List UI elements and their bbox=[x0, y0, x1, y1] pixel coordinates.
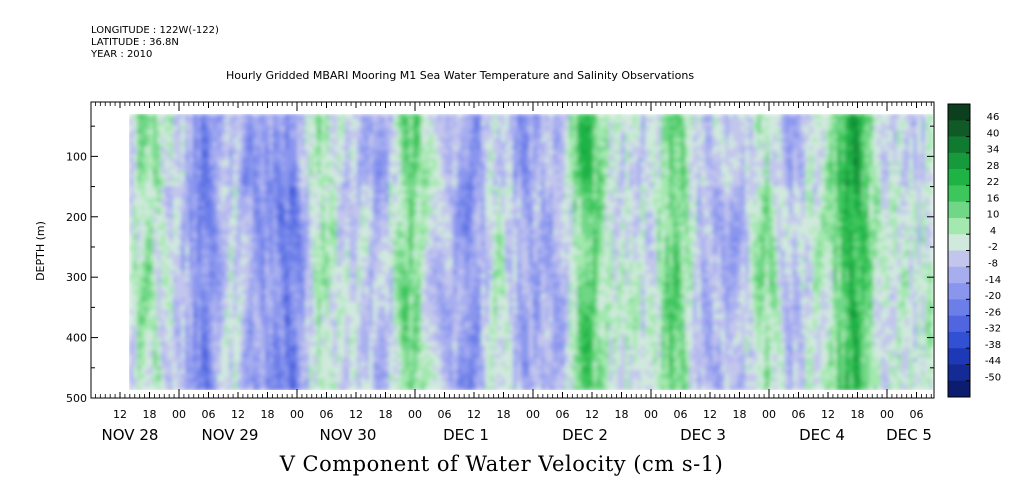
x-hour-label: 12 bbox=[231, 408, 245, 421]
x-hour-label: 06 bbox=[320, 408, 334, 421]
y-axis: 100 200 300 400 500 bbox=[66, 125, 934, 405]
colorbar-label: -44 bbox=[985, 356, 1001, 367]
x-hour-label: 06 bbox=[910, 408, 924, 421]
colorbar-swatch bbox=[948, 266, 970, 284]
colorbar-swatch bbox=[948, 104, 970, 121]
colorbar-swatch bbox=[948, 152, 970, 170]
y-tick-label: 400 bbox=[66, 332, 87, 345]
x-hour-label: 00 bbox=[762, 408, 776, 421]
colorbar-label: -38 bbox=[985, 340, 1001, 351]
colorbar-swatch bbox=[948, 364, 970, 382]
x-hour-label: 18 bbox=[733, 408, 747, 421]
x-hour-label: 00 bbox=[526, 408, 540, 421]
x-hour-label: 18 bbox=[143, 408, 157, 421]
colorbar-swatch bbox=[948, 348, 970, 365]
x-date-label: NOV 30 bbox=[320, 426, 377, 444]
x-date-label: DEC 4 bbox=[799, 426, 845, 444]
colorbar-swatch bbox=[948, 315, 970, 333]
x-date-label: DEC 3 bbox=[680, 426, 726, 444]
x-hour-label: 06 bbox=[674, 408, 688, 421]
y-tick-label: 200 bbox=[66, 211, 87, 224]
x-hour-label: 00 bbox=[290, 408, 304, 421]
longitude-label: LONGITUDE : 122W(-122) bbox=[91, 25, 219, 36]
x-axis-title-text: V Component of Water Velocity (cm s-1) bbox=[279, 452, 724, 476]
x-hour-label: 12 bbox=[349, 408, 363, 421]
x-hour-label: 00 bbox=[880, 408, 894, 421]
colorbar-swatch bbox=[948, 380, 970, 398]
x-axis-title: V Component of Water Velocity (cm s-1) bbox=[0, 452, 1009, 476]
x-date-label: NOV 28 bbox=[102, 426, 159, 444]
colorbar-label: 40 bbox=[987, 128, 1000, 139]
colorbar-label: 16 bbox=[987, 193, 1000, 204]
y-axis-label: DEPTH (m) bbox=[34, 221, 47, 281]
x-hour-label: 06 bbox=[202, 408, 216, 421]
x-hour-label: 00 bbox=[408, 408, 422, 421]
x-date-label: DEC 2 bbox=[562, 426, 608, 444]
colorbar-swatch bbox=[948, 201, 970, 219]
y-tick-label: 500 bbox=[66, 392, 87, 405]
colorbar-label: 4 bbox=[990, 226, 996, 237]
colorbar-label: -14 bbox=[985, 275, 1001, 286]
x-hour-label: 18 bbox=[261, 408, 275, 421]
colorbar-swatch bbox=[948, 169, 970, 186]
colorbar-swatch bbox=[948, 331, 970, 349]
colorbar-swatch bbox=[948, 185, 970, 202]
colorbar-label: 10 bbox=[987, 210, 1000, 221]
colorbar-label: 46 bbox=[987, 112, 1000, 123]
colorbar-swatch bbox=[948, 234, 970, 251]
x-date-label: NOV 29 bbox=[202, 426, 259, 444]
y-tick-label: 300 bbox=[66, 271, 87, 284]
colorbar-label: 28 bbox=[987, 161, 1000, 172]
colorbar-swatch bbox=[948, 299, 970, 316]
x-axis: 12 18 00 06 12 18 00 06 12 18 00 06 12 18 00 06 12 18 00 06… bbox=[95, 102, 932, 444]
metadata-block: LONGITUDE : 122W(-122) LATITUDE : 36.8N … bbox=[91, 25, 219, 61]
colorbar-swatch bbox=[948, 250, 970, 268]
colorbar-swatch bbox=[948, 283, 970, 300]
x-hour-label: 06 bbox=[438, 408, 452, 421]
y-tick-label: 100 bbox=[66, 150, 87, 163]
colorbar-label: -8 bbox=[988, 259, 998, 270]
colorbar-label: 22 bbox=[987, 177, 1000, 188]
colorbar-swatch bbox=[948, 217, 970, 235]
x-hour-label: 18 bbox=[379, 408, 393, 421]
x-hour-label: 06 bbox=[792, 408, 806, 421]
colorbar-label: -32 bbox=[985, 324, 1001, 335]
colorbar-label: -20 bbox=[985, 291, 1001, 302]
x-hour-label: 12 bbox=[703, 408, 717, 421]
x-hour-label: 00 bbox=[644, 408, 658, 421]
latitude-label: LATITUDE : 36.8N bbox=[91, 37, 179, 48]
x-hour-label: 12 bbox=[585, 408, 599, 421]
colorbar-label: -26 bbox=[985, 307, 1001, 318]
colorbar-swatch bbox=[948, 136, 970, 154]
colorbar-label: -2 bbox=[988, 242, 998, 253]
x-hour-label: 00 bbox=[172, 408, 186, 421]
x-date-label: DEC 1 bbox=[443, 426, 489, 444]
colorbar: 46 40 34 28 22 16 10 4 -2 -8 -14 -20 -26 -32 -38 -44 -50 bbox=[947, 103, 1001, 398]
chart-title: Hourly Gridded MBARI Mooring M1 Sea Wate… bbox=[226, 69, 695, 82]
x-hour-label: 18 bbox=[497, 408, 511, 421]
x-hour-label: 12 bbox=[821, 408, 835, 421]
x-hour-label: 18 bbox=[851, 408, 865, 421]
x-date-label: DEC 5 bbox=[886, 426, 932, 444]
colorbar-swatch bbox=[948, 120, 970, 137]
x-hour-label: 06 bbox=[556, 408, 570, 421]
colorbar-label: -50 bbox=[985, 372, 1001, 383]
year-label: YEAR : 2010 bbox=[91, 49, 153, 60]
x-hour-label: 18 bbox=[615, 408, 629, 421]
x-hour-label: 12 bbox=[467, 408, 481, 421]
heatmap-field bbox=[129, 114, 933, 390]
x-hour-label: 12 bbox=[113, 408, 127, 421]
colorbar-label: 34 bbox=[987, 145, 1000, 156]
